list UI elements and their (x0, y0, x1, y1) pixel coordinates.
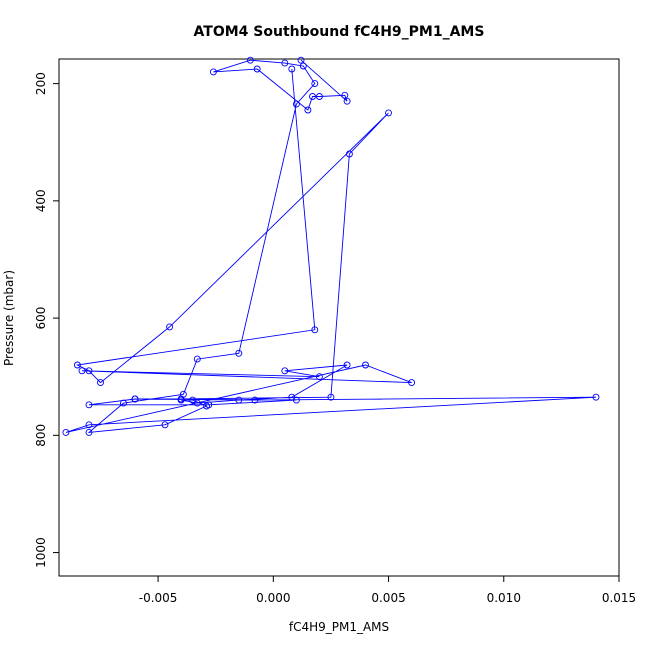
data-point (161, 421, 169, 429)
data-point (592, 393, 600, 401)
x-tick-label: 0.005 (371, 591, 405, 605)
data-point (235, 349, 243, 357)
y-tick-label: 600 (34, 307, 48, 330)
data-point (78, 367, 86, 375)
data-point (288, 65, 296, 73)
plot-area (62, 56, 600, 436)
data-point (281, 367, 289, 375)
data-point (315, 373, 323, 381)
data-point (299, 62, 307, 70)
data-point (297, 56, 305, 64)
data-point (281, 59, 289, 67)
data-point (253, 65, 261, 73)
data-point (362, 361, 369, 369)
data-point (85, 428, 93, 436)
data-point (85, 367, 93, 375)
data-point (205, 401, 213, 409)
data-point (311, 80, 319, 88)
data-point (177, 395, 185, 403)
y-tick-label: 800 (34, 424, 48, 447)
x-axis-label: fC4H9_PM1_AMS (289, 620, 389, 634)
data-point (408, 379, 416, 387)
data-point (193, 355, 201, 363)
data-point (73, 361, 81, 369)
data-point (235, 396, 243, 404)
data-point (62, 428, 70, 436)
data-point (311, 326, 319, 334)
data-point (341, 91, 349, 99)
data-point (343, 361, 351, 369)
data-point (193, 399, 201, 407)
data-point (209, 68, 217, 76)
data-point (315, 93, 323, 100)
plot-frame (58, 58, 620, 577)
y-axis-label: Pressure (mbar) (2, 270, 16, 366)
data-point (309, 93, 316, 100)
data-point (304, 106, 312, 114)
data-point (292, 100, 300, 108)
x-tick-label: 0.010 (487, 591, 521, 605)
data-point (327, 393, 335, 401)
data-point (345, 150, 353, 158)
x-tick-label: 0.000 (256, 591, 290, 605)
x-axis: -0.005 0.000 0.005 0.010 0.015 (139, 576, 636, 605)
data-point (246, 56, 254, 64)
y-tick-label: 1000 (34, 537, 48, 568)
data-point (120, 399, 127, 407)
data-point (385, 109, 392, 117)
data-point (85, 421, 93, 429)
data-point (85, 401, 93, 409)
x-tick-label: -0.005 (139, 591, 178, 605)
data-point (131, 395, 139, 403)
data-point (166, 323, 174, 331)
data-point (292, 396, 300, 404)
x-tick-label: 0.015 (602, 591, 636, 605)
y-axis: 200 400 600 800 1000 (34, 72, 59, 568)
chart-title: ATOM4 Southbound fC4H9_PM1_AMS (194, 24, 485, 40)
data-point (343, 97, 351, 105)
y-tick-label: 200 (34, 72, 48, 95)
data-point (97, 379, 104, 387)
series-line (65, 59, 597, 433)
y-tick-label: 400 (34, 189, 48, 212)
data-point (251, 396, 259, 404)
